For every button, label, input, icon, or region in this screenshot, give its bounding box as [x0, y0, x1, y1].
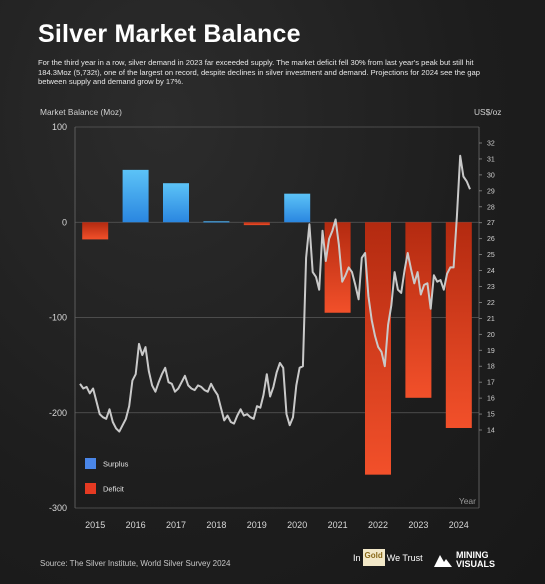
x-tick-label: 2020 [287, 520, 307, 530]
y2-tick-label: 24 [487, 268, 495, 275]
page-title: Silver Market Balance [38, 20, 301, 48]
x-tick-label: 2021 [328, 520, 348, 530]
bar-series [82, 169, 472, 475]
x-axis-label: Year [459, 496, 476, 506]
ingold-logo: In Gold We Trust [353, 549, 423, 566]
y2-tick-label: 31 [487, 156, 495, 163]
mining-logo-line2: VISUALS [456, 559, 496, 569]
y2-tick-label: 27 [487, 220, 495, 227]
x-tick-label: 2024 [449, 520, 469, 530]
legend-swatch-deficit [85, 483, 96, 494]
y2-tick-label: 26 [487, 236, 495, 243]
x-tick-label: 2022 [368, 520, 388, 530]
ingold-logo-post: We Trust [386, 552, 423, 563]
y-tick-label: -200 [49, 408, 67, 418]
x-tick-label: 2019 [247, 520, 267, 530]
price-line-series [79, 154, 471, 433]
bar-2024 [445, 222, 472, 428]
y2-tick-label: 30 [487, 172, 495, 179]
right-axis-label: US$/oz [474, 107, 502, 117]
y2-tick-label: 20 [487, 332, 495, 339]
y2-tick-label: 19 [487, 348, 495, 355]
ingold-logo-box: Gold [362, 549, 385, 566]
y2-tick-label: 22 [487, 300, 495, 307]
y2-tick-label: 32 [487, 141, 495, 148]
y2-tick-label: 14 [487, 428, 495, 435]
bar-2020 [284, 193, 311, 223]
y2-tick-label: 18 [487, 364, 495, 371]
bar-2023 [405, 222, 432, 398]
bar-2019 [243, 222, 270, 226]
y2-tick-label: 15 [487, 412, 495, 419]
legend: Surplus Deficit [85, 458, 129, 494]
bar-2017 [163, 183, 189, 223]
ingold-logo-pre: In [353, 552, 361, 563]
left-axis-label: Market Balance (Moz) [40, 107, 122, 117]
y-tick-label: -100 [49, 313, 67, 323]
bar-2018 [203, 221, 230, 223]
y2-tick-label: 21 [487, 316, 495, 323]
page-subtitle: For the third year in a row, silver dema… [38, 58, 480, 87]
mining-logo-line1: MINING [456, 550, 489, 560]
axis-ticks: 1000-100-200-300141516171819202122232425… [49, 122, 495, 530]
y-tick-label: -300 [49, 503, 67, 513]
y2-tick-label: 25 [487, 252, 495, 259]
bar-2016 [122, 169, 149, 223]
y2-tick-label: 29 [487, 188, 495, 195]
y2-tick-label: 23 [487, 284, 495, 291]
mountain-icon [434, 555, 452, 567]
y2-tick-label: 16 [487, 396, 495, 403]
x-tick-label: 2018 [206, 520, 226, 530]
x-tick-label: 2016 [126, 520, 146, 530]
x-tick-label: 2015 [85, 520, 105, 530]
x-tick-label: 2023 [408, 520, 428, 530]
price-line [79, 154, 471, 433]
y2-tick-label: 17 [487, 380, 495, 387]
mining-visuals-logo: MINING VISUALS [434, 551, 495, 569]
y-tick-label: 100 [52, 122, 67, 132]
bar-2015 [82, 222, 109, 240]
legend-label-surplus: Surplus [103, 460, 129, 469]
x-tick-label: 2017 [166, 520, 186, 530]
y2-tick-label: 28 [487, 204, 495, 211]
legend-swatch-surplus [85, 458, 96, 469]
source-note: Source: The Silver Institute, World Silv… [40, 559, 231, 568]
y-tick-label: 0 [62, 217, 67, 227]
legend-label-deficit: Deficit [103, 485, 125, 494]
